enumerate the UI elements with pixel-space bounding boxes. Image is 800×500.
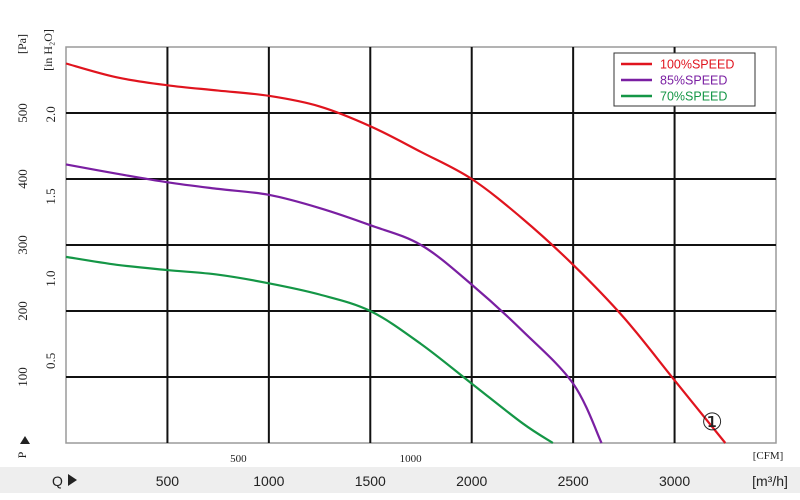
y-tick-label: 200 [15, 301, 30, 321]
x-secondary-tick-labels: 500 1000 [230, 453, 422, 465]
x-unit-cfm: [CFM] [753, 450, 784, 462]
x-tick-label: 3000 [659, 473, 690, 489]
legend-label: 100%SPEED [660, 58, 734, 72]
curve-marker: ① [701, 408, 723, 436]
x-secondary-tick-label: 500 [230, 453, 247, 465]
x-secondary-tick-label: 1000 [400, 453, 423, 465]
q-axis-label: Q [52, 473, 63, 489]
y-unit-pa: [Pa] [15, 34, 29, 54]
x-tick-label: 500 [156, 473, 180, 489]
y-secondary-tick-label: 1.0 [43, 271, 58, 287]
y-tick-label: 100 [15, 367, 30, 387]
x-tick-label: 2000 [456, 473, 487, 489]
y-secondary-tick-labels: 0.5 1.0 1.5 2.0 [43, 106, 58, 369]
x-tick-labels: 500 1000 1500 2000 2500 3000 [156, 473, 691, 489]
series-line [65, 62, 727, 444]
x-unit-m3h: [m³/h] [752, 473, 788, 489]
legend-label: 85%SPEED [660, 74, 727, 88]
y-secondary-tick-label: 1.5 [43, 188, 58, 204]
q-axis-arrow-icon [68, 474, 77, 486]
legend-label: 70%SPEED [660, 90, 727, 104]
y-secondary-tick-label: 2.0 [43, 106, 58, 122]
x-tick-label: 1500 [355, 473, 386, 489]
x-tick-label: 2500 [558, 473, 589, 489]
x-tick-label: 1000 [253, 473, 284, 489]
series-line [65, 163, 603, 444]
y-unit-inh2o: [in H₂O] [41, 29, 55, 71]
p-axis-arrow-icon [20, 436, 30, 444]
y-tick-label: 400 [15, 169, 30, 189]
series-layer [65, 62, 727, 444]
legend-items: 100%SPEED 85%SPEED 70%SPEED [621, 58, 734, 104]
x-axis-band [0, 467, 800, 493]
y-tick-labels: 100 200 300 400 500 [15, 103, 30, 387]
legend: 100%SPEED 85%SPEED 70%SPEED [613, 52, 756, 107]
series-line [65, 255, 554, 444]
y-tick-label: 300 [15, 235, 30, 255]
y-secondary-tick-label: 0.5 [43, 353, 58, 369]
y-tick-label: 500 [15, 103, 30, 123]
p-axis-label: P [15, 451, 29, 458]
